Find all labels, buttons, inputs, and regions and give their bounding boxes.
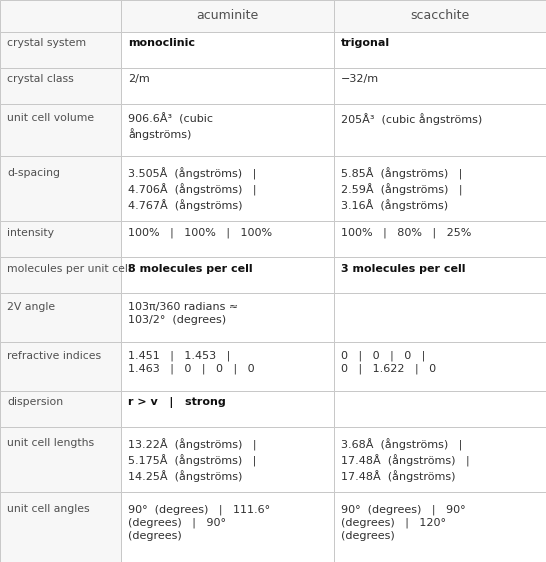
Bar (0, 0, 121, 31)
Text: unit cell angles: unit cell angles (7, 504, 90, 514)
Bar (0, 257, 121, 293)
Text: unit cell volume: unit cell volume (7, 113, 94, 123)
Text: acuminite: acuminite (196, 10, 259, 22)
Bar (121, 67, 334, 104)
Text: −32/m: −32/m (341, 74, 379, 84)
Bar (334, 67, 546, 104)
Bar (121, 492, 334, 562)
Text: 8 molecules per cell: 8 molecules per cell (128, 264, 253, 274)
Text: dispersion: dispersion (7, 397, 63, 407)
Bar (121, 0, 334, 31)
Text: 90°  (degrees)   |   111.6°
(degrees)   |   90°
(degrees): 90° (degrees) | 111.6° (degrees) | 90° (… (128, 504, 270, 541)
Bar (0, 492, 121, 562)
Bar (121, 221, 334, 257)
Bar (121, 293, 334, 342)
Text: 0   |   0   |   0   |
0   |   1.622   |   0: 0 | 0 | 0 | 0 | 1.622 | 0 (341, 351, 436, 374)
Text: trigonal: trigonal (341, 38, 390, 48)
Text: 13.22Å  (ångströms)   |
5.175Å  (ångströms)   |
14.25Å  (ångströms): 13.22Å (ångströms) | 5.175Å (ångströms) … (128, 438, 257, 482)
Bar (121, 104, 334, 156)
Text: 103π/360 radians ≈
103/2°  (degrees): 103π/360 radians ≈ 103/2° (degrees) (128, 302, 239, 325)
Text: 5.85Å  (ångströms)   |
2.59Å  (ångströms)   |
3.16Å  (ångströms): 5.85Å (ångströms) | 2.59Å (ångströms) | … (341, 167, 462, 211)
Bar (0, 104, 121, 156)
Bar (121, 31, 334, 67)
Bar (334, 257, 546, 293)
Text: 1.451   |   1.453   |
1.463   |   0   |   0   |   0: 1.451 | 1.453 | 1.463 | 0 | 0 | 0 (128, 351, 255, 374)
Text: 2V angle: 2V angle (7, 302, 55, 312)
Text: 100%   |   100%   |   100%: 100% | 100% | 100% (128, 228, 272, 238)
Bar (0, 67, 121, 104)
Bar (121, 391, 334, 427)
Text: 205Å³  (cubic ångströms): 205Å³ (cubic ångströms) (341, 113, 482, 125)
Bar (0, 342, 121, 391)
Text: molecules per unit cell: molecules per unit cell (7, 264, 131, 274)
Bar (334, 427, 546, 492)
Bar (0, 293, 121, 342)
Text: crystal system: crystal system (7, 38, 86, 48)
Bar (334, 221, 546, 257)
Bar (334, 293, 546, 342)
Bar (334, 492, 546, 562)
Text: intensity: intensity (7, 228, 54, 238)
Bar (121, 156, 334, 221)
Bar (334, 156, 546, 221)
Text: 100%   |   80%   |   25%: 100% | 80% | 25% (341, 228, 471, 238)
Text: 3.68Å  (ångströms)   |
17.48Å  (ångströms)   |
17.48Å  (ångströms): 3.68Å (ångströms) | 17.48Å (ångströms) |… (341, 438, 469, 482)
Text: refractive indices: refractive indices (7, 351, 101, 361)
Text: 3 molecules per cell: 3 molecules per cell (341, 264, 465, 274)
Bar (0, 391, 121, 427)
Bar (334, 391, 546, 427)
Text: monoclinic: monoclinic (128, 38, 195, 48)
Text: scacchite: scacchite (410, 10, 470, 22)
Text: 906.6Å³  (cubic
ångströms): 906.6Å³ (cubic ångströms) (128, 113, 213, 140)
Bar (121, 257, 334, 293)
Bar (334, 104, 546, 156)
Text: unit cell lengths: unit cell lengths (7, 438, 94, 448)
Text: 90°  (degrees)   |   90°
(degrees)   |   120°
(degrees): 90° (degrees) | 90° (degrees) | 120° (de… (341, 504, 465, 541)
Text: 2/m: 2/m (128, 74, 150, 84)
Text: d-spacing: d-spacing (7, 167, 60, 178)
Text: crystal class: crystal class (7, 74, 74, 84)
Bar (121, 342, 334, 391)
Bar (0, 221, 121, 257)
Bar (334, 342, 546, 391)
Bar (334, 0, 546, 31)
Bar (0, 31, 121, 67)
Bar (0, 427, 121, 492)
Bar (0, 156, 121, 221)
Text: r > v   |   strong: r > v | strong (128, 397, 226, 408)
Text: 3.505Å  (ångströms)   |
4.706Å  (ångströms)   |
4.767Å  (ångströms): 3.505Å (ångströms) | 4.706Å (ångströms) … (128, 167, 257, 211)
Bar (334, 31, 546, 67)
Bar (121, 427, 334, 492)
